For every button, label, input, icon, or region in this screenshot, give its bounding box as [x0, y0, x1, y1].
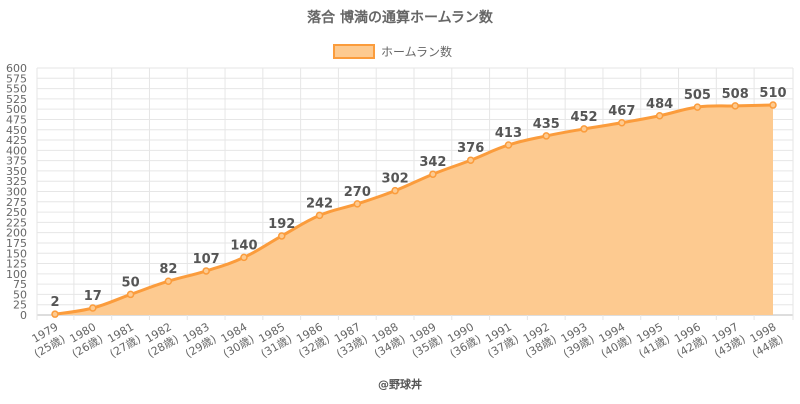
data-label: 435 [533, 117, 560, 132]
data-label: 342 [419, 155, 446, 170]
y-tick-label: 525 [6, 93, 27, 106]
x-tick-label: 1989(35歳) [403, 320, 446, 360]
y-tick-label: 325 [6, 175, 27, 188]
data-label: 242 [306, 196, 333, 211]
legend[interactable]: ホームラン数 [333, 44, 452, 59]
chart-title: 落合 博満の通算ホームラン数 [307, 9, 494, 26]
y-tick-label: 50 [13, 288, 27, 301]
data-label: 107 [193, 252, 220, 267]
data-label: 2 [50, 295, 59, 310]
y-tick-label: 25 [13, 299, 27, 312]
data-point[interactable] [580, 125, 588, 133]
y-tick-label: 375 [6, 155, 27, 168]
data-point[interactable] [240, 253, 248, 262]
footer-credit: @野球丼 [378, 377, 422, 391]
y-tick-label: 275 [6, 196, 27, 209]
x-tick-label: 1995(41歳) [630, 320, 673, 360]
data-point[interactable] [89, 304, 97, 312]
y-tick-label: 75 [13, 278, 27, 291]
y-tick-label: 225 [6, 216, 27, 229]
y-tick-label: 500 [6, 103, 27, 116]
data-point[interactable] [731, 102, 739, 110]
y-tick-label: 350 [6, 165, 27, 178]
y-tick-label: 575 [6, 72, 27, 85]
data-label: 510 [759, 86, 786, 101]
data-points [51, 101, 777, 318]
data-label: 505 [684, 88, 711, 103]
y-tick-label: 600 [6, 62, 27, 75]
data-label: 376 [457, 141, 484, 156]
data-point[interactable] [391, 186, 399, 195]
data-label: 17 [84, 289, 102, 304]
y-tick-label: 150 [6, 247, 27, 260]
data-label: 467 [608, 104, 635, 119]
x-tick-label: 1988(34歳) [365, 320, 408, 360]
data-labels: 2 17 50 82 107 140 192 242 270 302 342 376 413 435 452… [50, 86, 786, 310]
y-tick-label: 425 [6, 134, 27, 147]
x-tick-label: 1997(43歳) [705, 320, 748, 360]
data-point[interactable] [202, 267, 210, 275]
x-tick-label: 1980(26歳) [63, 320, 106, 360]
data-point[interactable] [164, 277, 173, 285]
data-label: 508 [722, 87, 749, 102]
y-tick-label: 550 [6, 83, 27, 96]
y-tick-label: 300 [6, 186, 27, 199]
data-label: 192 [268, 217, 295, 232]
y-tick-label: 450 [6, 124, 27, 137]
legend-swatch [333, 44, 375, 59]
x-tick-label: 1996(42歳) [667, 320, 710, 360]
data-point[interactable] [693, 103, 702, 111]
y-tick-label: 0 [20, 309, 27, 322]
x-tick-label: 1981(27歳) [100, 320, 143, 360]
y-axis: 0255075100125150175200225250275300325350… [6, 62, 27, 322]
data-point[interactable] [51, 310, 59, 318]
data-label: 413 [495, 126, 522, 141]
data-label: 82 [159, 262, 177, 277]
x-tick-label: 1994(40歳) [592, 320, 635, 360]
x-tick-label: 1985(31歳) [252, 320, 295, 360]
x-tick-label: 1982(28歳) [138, 320, 181, 360]
x-tick-label: 1993(39歳) [554, 320, 597, 360]
y-tick-label: 175 [6, 237, 27, 250]
x-tick-label: 1998(44歳) [743, 320, 786, 360]
data-label: 270 [344, 185, 371, 200]
data-point[interactable] [769, 101, 777, 109]
x-tick-label: 1984(30歳) [214, 320, 257, 360]
y-tick-label: 125 [6, 258, 27, 271]
data-label: 140 [230, 238, 257, 253]
x-axis: 1979(25歳) 1980(26歳) 1981(27歳) 1982(28歳) 1983… [25, 320, 786, 360]
data-point[interactable] [542, 132, 551, 140]
data-point[interactable] [466, 156, 475, 164]
x-tick-label: 1991(37歳) [478, 320, 521, 360]
data-point[interactable] [618, 119, 626, 127]
data-label: 484 [646, 97, 673, 112]
data-point[interactable] [429, 170, 437, 178]
data-point[interactable] [277, 232, 286, 240]
y-tick-label: 250 [6, 206, 27, 219]
x-tick-label: 1992(38歳) [516, 320, 559, 360]
data-point[interactable] [504, 141, 513, 149]
data-label: 50 [122, 275, 140, 290]
data-point[interactable] [126, 290, 135, 299]
x-tick-label: 1987(33歳) [327, 320, 370, 360]
data-label: 452 [570, 110, 597, 125]
x-tick-label: 1983(29歳) [176, 320, 219, 360]
data-point[interactable] [353, 200, 362, 208]
y-tick-label: 475 [6, 113, 27, 126]
x-tick-label: 1979(25歳) [25, 320, 68, 360]
y-tick-label: 100 [6, 268, 27, 281]
data-point[interactable] [315, 211, 324, 220]
data-point[interactable] [655, 112, 664, 120]
y-tick-label: 200 [6, 227, 27, 240]
x-tick-label: 1986(32歳) [289, 320, 332, 360]
data-label: 302 [382, 172, 409, 187]
x-tick-label: 1990(36歳) [441, 320, 484, 360]
y-tick-label: 400 [6, 144, 27, 157]
legend-label: ホームラン数 [381, 44, 452, 59]
